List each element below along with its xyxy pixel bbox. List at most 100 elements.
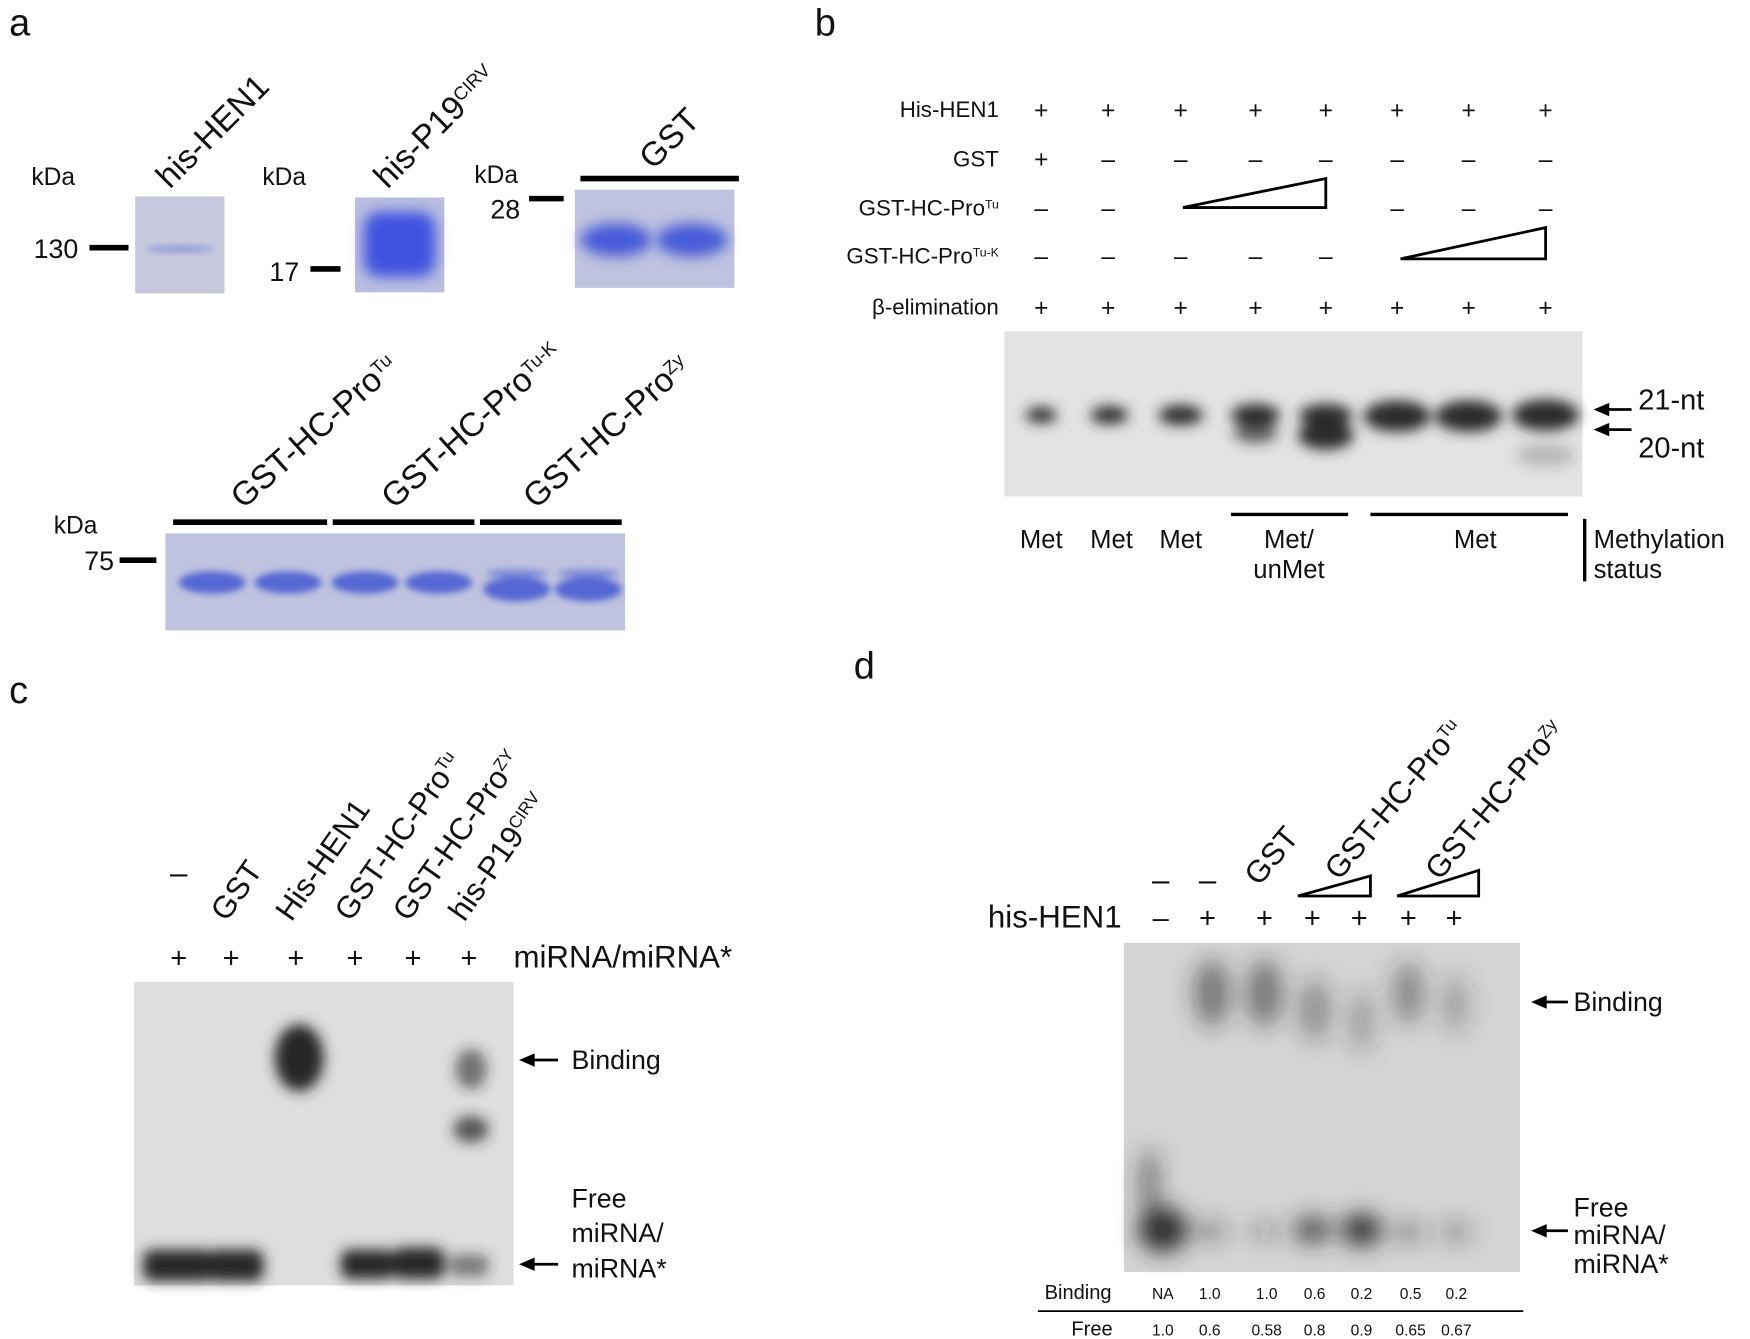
panel-label: c bbox=[9, 670, 28, 712]
table-cell-main: 0.65 bbox=[1395, 1323, 1426, 1339]
cell: – bbox=[1174, 243, 1188, 270]
status-label: Met bbox=[1020, 526, 1063, 554]
table-cell-main: 0.6 bbox=[1304, 1286, 1326, 1303]
marker-label-main: 28 bbox=[490, 195, 520, 225]
lane-title-main: GST bbox=[1237, 820, 1305, 892]
band-label-main: Binding bbox=[1574, 987, 1663, 1017]
table-cell-main: 0.67 bbox=[1441, 1323, 1471, 1339]
table-row-label-main: Free bbox=[1071, 1319, 1112, 1339]
cell-main: + bbox=[1538, 295, 1552, 322]
status-title-main: Methylation bbox=[1594, 526, 1725, 554]
status-label: Met bbox=[1159, 526, 1202, 554]
cell: + bbox=[460, 942, 477, 974]
cell-main: + bbox=[1319, 295, 1333, 322]
row-label: His-HEN1 bbox=[900, 97, 999, 122]
table-cell: 0.2 bbox=[1445, 1286, 1467, 1303]
cell: + bbox=[1319, 97, 1333, 124]
cell: – bbox=[1101, 243, 1115, 270]
cell: – bbox=[1390, 146, 1404, 173]
cell: + bbox=[1390, 295, 1404, 322]
cell-main: + bbox=[1034, 295, 1048, 322]
band-label: miRNA* bbox=[1574, 1249, 1669, 1279]
band-label: miRNA/ bbox=[1574, 1220, 1667, 1250]
table-cell: 0.6 bbox=[1199, 1323, 1221, 1339]
lane-title: – bbox=[1152, 862, 1170, 897]
cell-main: – bbox=[1390, 146, 1404, 173]
row-label-main: GST bbox=[953, 146, 999, 171]
table-cell: NA bbox=[1152, 1286, 1174, 1303]
blot-title-main: his-P19 bbox=[367, 89, 473, 195]
panel-label: d bbox=[854, 645, 875, 687]
marker-label: 28 bbox=[490, 195, 520, 225]
cell: – bbox=[1034, 243, 1048, 270]
table-row-label: Free bbox=[1071, 1319, 1112, 1339]
panel-label-main: a bbox=[9, 3, 31, 45]
cell-main: – bbox=[1101, 195, 1115, 222]
unit-label-main: kDa bbox=[31, 164, 75, 191]
cell-main: – bbox=[1462, 146, 1476, 173]
cell-main: + bbox=[1034, 97, 1048, 124]
gel-b bbox=[1004, 331, 1583, 497]
cell-main: – bbox=[1319, 146, 1333, 173]
status-label: Met bbox=[1090, 526, 1133, 554]
cell: + bbox=[1319, 295, 1333, 322]
cell-main: + bbox=[1174, 97, 1188, 124]
status-title: status bbox=[1594, 556, 1662, 584]
band-label-main: 21-nt bbox=[1638, 385, 1704, 417]
lane-title-main: GST-HC-Pro bbox=[375, 361, 541, 515]
cell: + bbox=[1304, 902, 1321, 934]
table-cell: 0.67 bbox=[1441, 1323, 1471, 1339]
cell: + bbox=[1256, 902, 1273, 934]
lane-title-main: GST-HC-Pro bbox=[224, 361, 390, 515]
marker-label: 130 bbox=[34, 234, 79, 264]
table-cell-main: NA bbox=[1152, 1286, 1174, 1303]
band-label-main: Free bbox=[1574, 1192, 1629, 1222]
cell: – bbox=[1539, 146, 1553, 173]
cell-main: – bbox=[1462, 195, 1476, 222]
unit-label: kDa bbox=[262, 164, 306, 191]
table-cell: 0.8 bbox=[1304, 1323, 1326, 1339]
status-title-main: status bbox=[1594, 556, 1662, 584]
cell: – bbox=[1249, 243, 1263, 270]
row-label: GST-HC-ProTu bbox=[859, 195, 999, 220]
lane-title-sup: CIRV bbox=[504, 787, 544, 832]
lane-title-main: GST-HC-Pro bbox=[516, 361, 682, 515]
cell-main: + bbox=[1390, 295, 1404, 322]
blot-images bbox=[135, 189, 735, 631]
table-cell: 0.2 bbox=[1351, 1286, 1373, 1303]
band-label-main: Binding bbox=[571, 1045, 660, 1075]
cell: + bbox=[1101, 295, 1115, 322]
lane-title-main: – bbox=[170, 856, 188, 891]
cell: + bbox=[1199, 902, 1216, 934]
table-cell-main: 1.0 bbox=[1256, 1286, 1278, 1303]
cell: + bbox=[1538, 97, 1552, 124]
row-label-main: GST-HC-Pro bbox=[846, 243, 972, 268]
table-cell-main: 1.0 bbox=[1152, 1323, 1174, 1339]
table-cell: 0.58 bbox=[1251, 1323, 1281, 1339]
cell-main: + bbox=[223, 942, 240, 974]
cell: + bbox=[1538, 295, 1552, 322]
table-cell-main: 0.6 bbox=[1199, 1323, 1221, 1339]
cell: – bbox=[1462, 195, 1476, 222]
cell: + bbox=[223, 942, 240, 974]
cell-main: – bbox=[1249, 146, 1263, 173]
table-cell: 0.65 bbox=[1395, 1323, 1426, 1339]
cell-main: – bbox=[1390, 195, 1404, 222]
cell: + bbox=[170, 942, 187, 974]
row-label: β-elimination bbox=[872, 295, 999, 320]
table-row-label-main: Binding bbox=[1045, 1282, 1112, 1304]
row-label: miRNA/miRNA* bbox=[513, 939, 732, 974]
cell-main: + bbox=[287, 942, 304, 974]
cell-main: + bbox=[1400, 902, 1417, 934]
blot-title: GST bbox=[632, 102, 707, 177]
table-cell-main: 0.2 bbox=[1351, 1286, 1373, 1303]
cell: + bbox=[1101, 97, 1115, 124]
cell-main: + bbox=[170, 942, 187, 974]
lane-title-main: – bbox=[1199, 862, 1217, 897]
unit-label: kDa bbox=[31, 164, 75, 191]
band-label: 20-nt bbox=[1638, 432, 1704, 464]
status-label-main: Met bbox=[1454, 526, 1497, 554]
blot-title-main: his-HEN1 bbox=[149, 68, 276, 195]
table-cell-main: 0.5 bbox=[1400, 1286, 1422, 1303]
